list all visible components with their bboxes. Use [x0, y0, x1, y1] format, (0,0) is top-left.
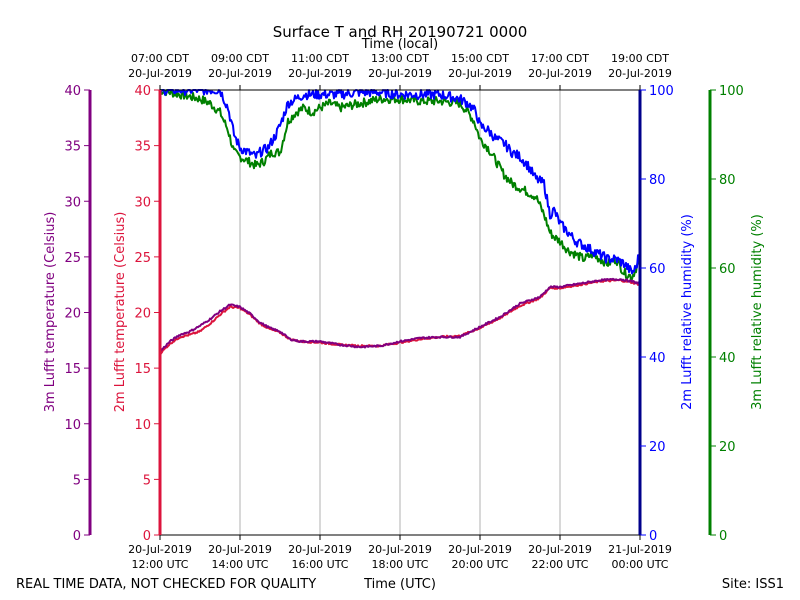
top-tick-time: 17:00 CDT	[531, 52, 589, 65]
axis-2m-temperature-label: 2m Lufft temperature (Celsius)	[113, 212, 128, 413]
axis-2m-humidity-label: 2m Lufft relative humidity (%)	[680, 214, 695, 410]
axis-3m-humidity-tick-label: 80	[719, 173, 736, 188]
axis-3m-humidity-tick-label: 0	[719, 529, 727, 544]
axis-2m-temperature-tick-label: 0	[143, 529, 151, 544]
chart-title: Surface T and RH 20190721 0000	[273, 23, 528, 41]
axis-3m-humidity-tick-label: 20	[719, 440, 736, 455]
top-tick-time: 19:00 CDT	[611, 52, 669, 65]
top-tick-date: 20-Jul-2019	[368, 67, 432, 80]
axis-3m-temperature-tick-label: 0	[73, 529, 81, 544]
bottom-tick-time: 00:00 UTC	[611, 558, 668, 571]
top-tick-date: 20-Jul-2019	[448, 67, 512, 80]
axis-2m-temperature-tick-label: 40	[134, 84, 151, 99]
axis-2m-humidity-tick-label: 40	[649, 351, 666, 366]
bottom-tick-time: 12:00 UTC	[131, 558, 188, 571]
top-tick-time: 15:00 CDT	[451, 52, 509, 65]
axis-3m-temperature-ticks: 0 5 10 15 20 25 30 35 40	[64, 84, 90, 544]
axis-2m-temperature-tick-label: 25	[134, 251, 151, 266]
axis-3m-temperature-tick-label: 25	[64, 251, 81, 266]
axis-3m-humidity-tick-label: 40	[719, 351, 736, 366]
bottom-tick-time: 16:00 UTC	[291, 558, 348, 571]
site-label: Site: ISS1	[722, 577, 784, 592]
axis-3m-temperature-tick-label: 5	[73, 473, 81, 488]
top-tick-date: 20-Jul-2019	[208, 67, 272, 80]
axis-3m-temperature-tick-label: 15	[64, 362, 81, 377]
top-tick-date: 20-Jul-2019	[608, 67, 672, 80]
axis-2m-temperature-ticks: 0 5 10 15 20 25 30 35 40	[134, 84, 160, 544]
axis-2m-temperature-tick-label: 35	[134, 140, 151, 155]
top-tick-time: 11:00 CDT	[291, 52, 349, 65]
axis-2m-temperature-tick-label: 30	[134, 195, 151, 210]
axis-2m-humidity-tick-label: 20	[649, 440, 666, 455]
top-tick-time: 09:00 CDT	[211, 52, 269, 65]
bottom-tick-time: 22:00 UTC	[531, 558, 588, 571]
axis-3m-temperature-tick-label: 40	[64, 84, 81, 99]
series-layer	[159, 89, 641, 355]
grid-lines	[239, 90, 561, 535]
top-axis-label: Time (local)	[361, 37, 438, 52]
axis-2m-temperature-tick-label: 15	[134, 362, 151, 377]
axis-3m-humidity-tick-label: 100	[719, 84, 744, 99]
top-tick-date: 20-Jul-2019	[128, 67, 192, 80]
axis-2m-temperature-tick-label: 5	[143, 473, 151, 488]
bottom-tick-date: 20-Jul-2019	[128, 543, 192, 556]
bottom-tick-time: 14:00 UTC	[211, 558, 268, 571]
axis-2m-humidity-ticks: 0 20 40 60 80 100	[640, 84, 674, 544]
axis-2m-humidity-tick-label: 100	[649, 84, 674, 99]
bottom-tick-date: 20-Jul-2019	[368, 543, 432, 556]
series-line-t3m	[159, 277, 641, 352]
bottom-tick-date: 21-Jul-2019	[608, 543, 672, 556]
axis-3m-temperature-label: 3m Lufft temperature (Celsius)	[43, 212, 58, 413]
axis-2m-temperature-tick-label: 10	[134, 418, 151, 433]
axis-3m-temperature-tick-label: 10	[64, 418, 81, 433]
bottom-tick-date: 20-Jul-2019	[288, 543, 352, 556]
series-line-rh2m	[159, 89, 641, 275]
axis-3m-temperature-tick-label: 20	[64, 307, 81, 322]
bottom-tick-date: 20-Jul-2019	[528, 543, 592, 556]
bottom-tick-date: 20-Jul-2019	[208, 543, 272, 556]
bottom-tick-date: 20-Jul-2019	[448, 543, 512, 556]
top-tick-date: 20-Jul-2019	[288, 67, 352, 80]
top-tick-time: 07:00 CDT	[131, 52, 189, 65]
bottom-time-ticks: 20-Jul-2019 12:00 UTC 20-Jul-2019 14:00 UTC…	[128, 535, 672, 571]
top-time-ticks: 07:00 CDT 20-Jul-2019 09:00 CDT 20-Jul-2019…	[128, 52, 672, 90]
axis-2m-temperature-tick-label: 20	[134, 307, 151, 322]
axis-2m-humidity-tick-label: 80	[649, 173, 666, 188]
axis-2m-humidity-tick-label: 60	[649, 262, 666, 277]
series-line-rh3m	[159, 89, 641, 281]
x-axis-label: Time (UTC)	[363, 577, 436, 592]
axis-2m-humidity-tick-label: 0	[649, 529, 657, 544]
axis-3m-temperature-tick-label: 35	[64, 140, 81, 155]
bottom-tick-time: 18:00 UTC	[371, 558, 428, 571]
axis-3m-humidity-label: 3m Lufft relative humidity (%)	[750, 214, 765, 410]
quality-note: REAL TIME DATA, NOT CHECKED FOR QUALITY	[16, 577, 316, 592]
axis-3m-temperature-tick-label: 30	[64, 195, 81, 210]
axis-3m-humidity-tick-label: 60	[719, 262, 736, 277]
top-tick-time: 13:00 CDT	[371, 52, 429, 65]
top-tick-date: 20-Jul-2019	[528, 67, 592, 80]
bottom-tick-time: 20:00 UTC	[451, 558, 508, 571]
axis-3m-humidity-ticks: 0 20 40 60 80 100	[710, 84, 744, 544]
